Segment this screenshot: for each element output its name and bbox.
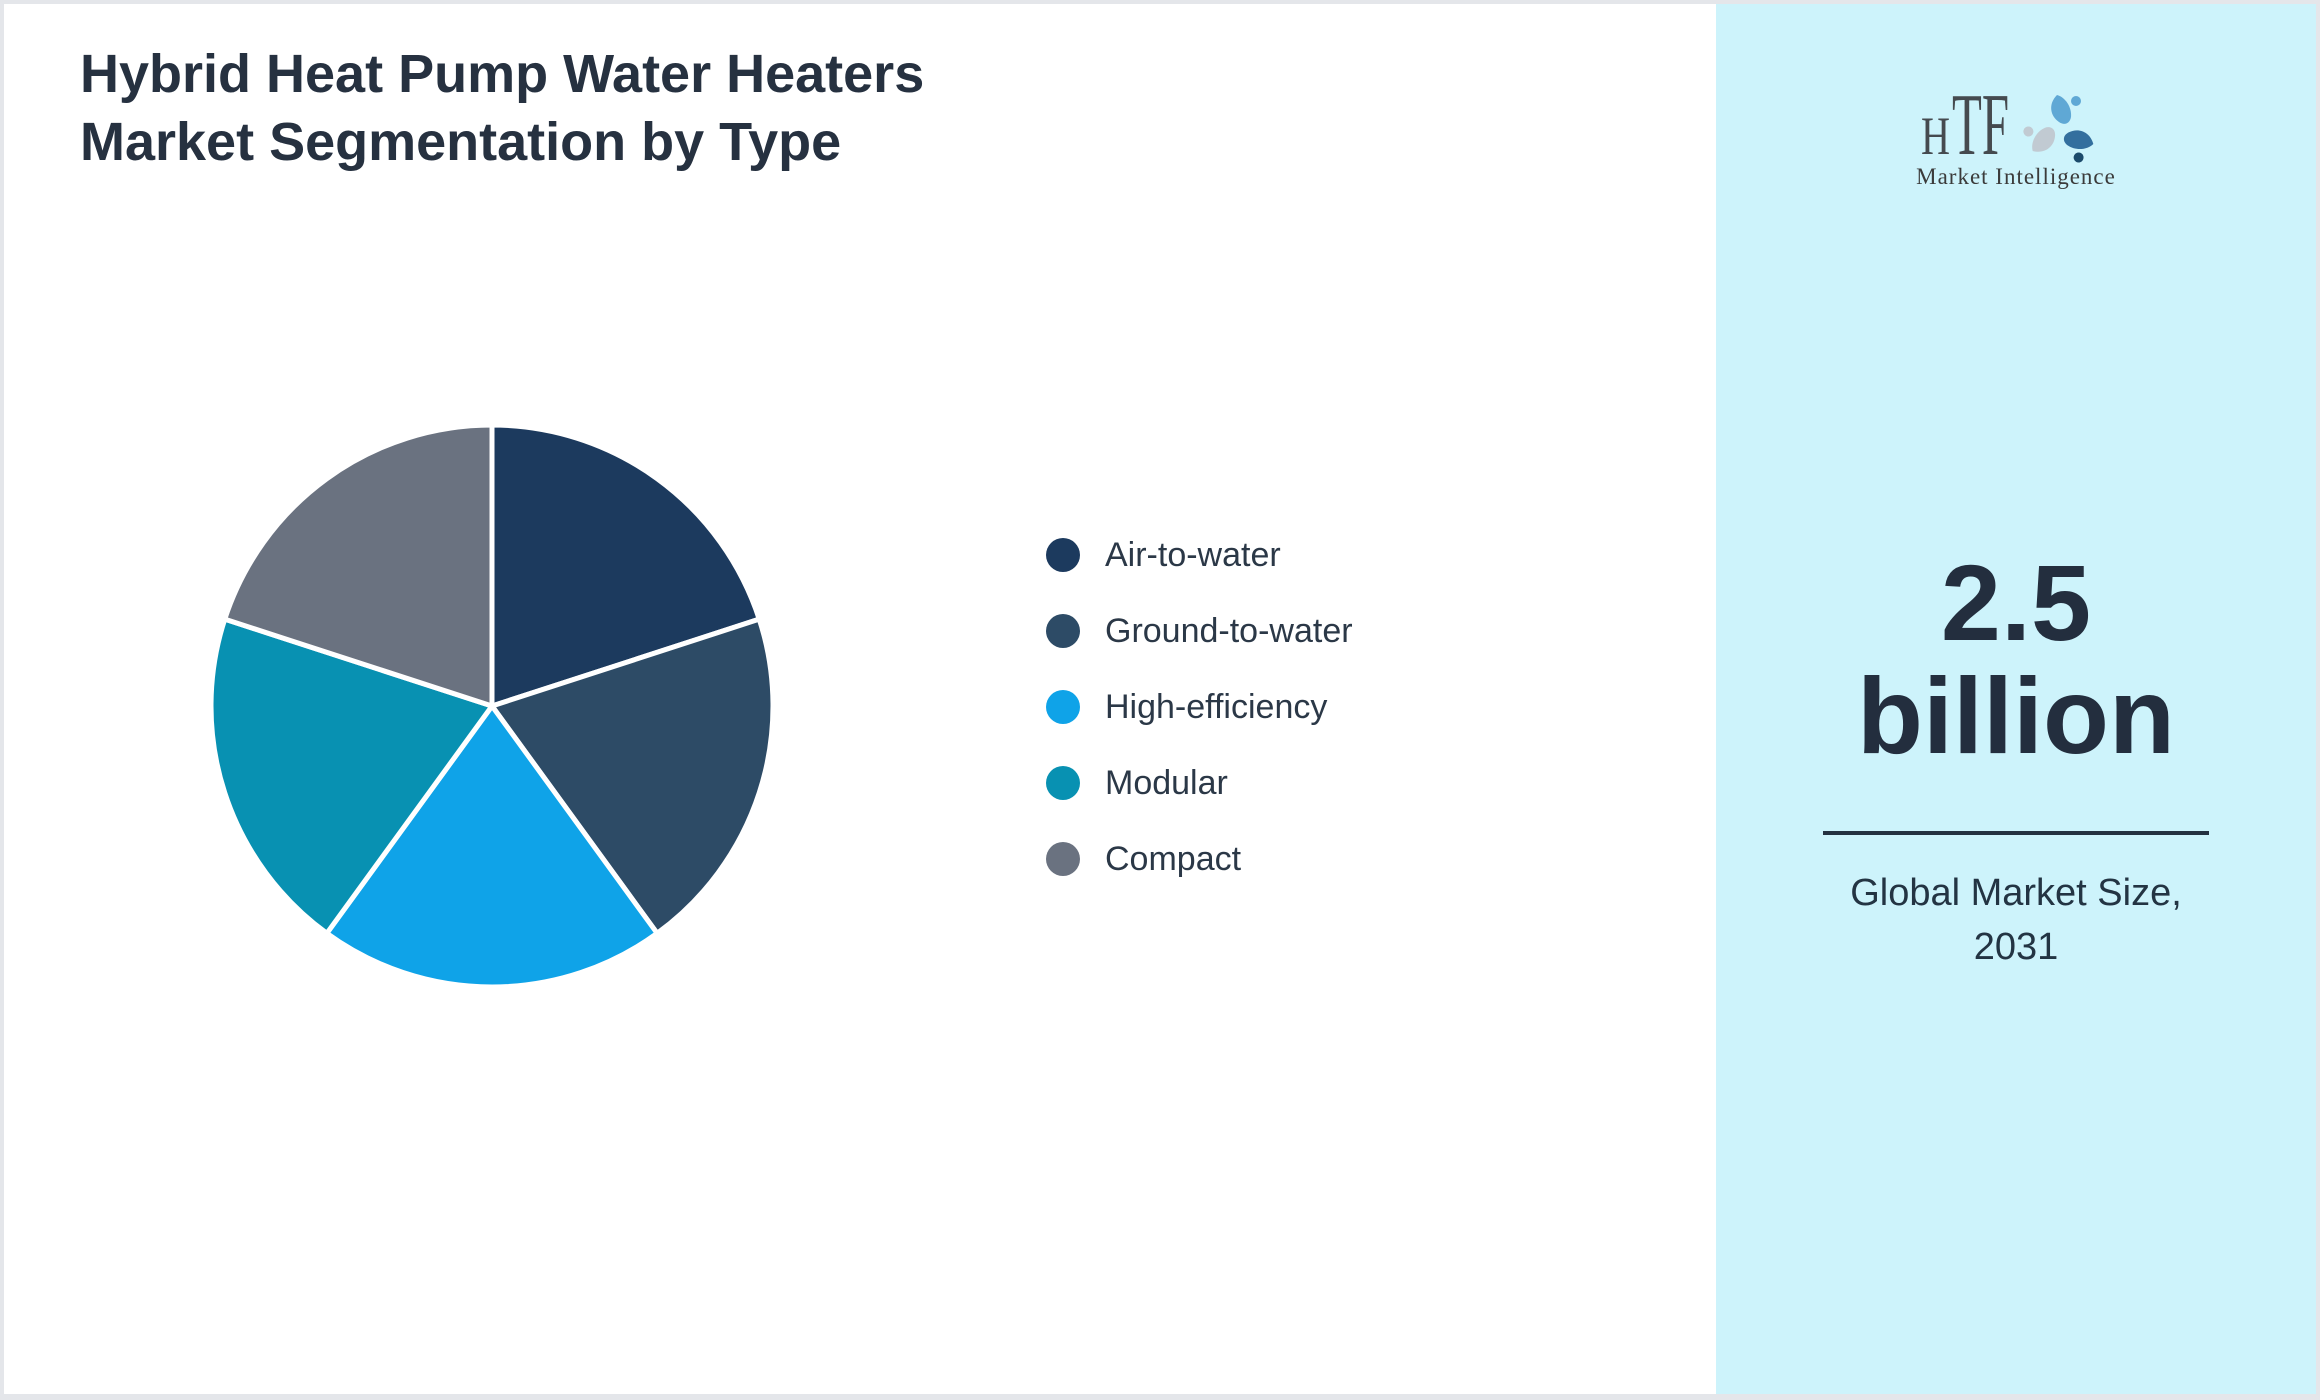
page-title-line-2: Market Segmentation by Type [80, 112, 842, 172]
market-size-label-line-1: Global Market Size, [1850, 872, 2182, 914]
htf-logo-text-tf: TF [1952, 94, 2009, 174]
legend-color-dot [1046, 842, 1080, 876]
pie-slice-modular [208, 616, 495, 936]
legend-color-dot [1046, 538, 1080, 572]
htf-logo-subtext: Market Intelligence [1916, 164, 2116, 189]
legend-color-dot [1046, 614, 1080, 648]
legend-color-dot [1046, 766, 1080, 800]
legend-item-label: Ground-to-water [1105, 611, 1353, 650]
pie-slice-air-to-water [489, 422, 762, 709]
legend-color-dot [1046, 690, 1080, 724]
pie-chart [202, 416, 782, 996]
market-size-label: Global Market Size, 2031 [1716, 866, 2316, 974]
sidebar: H TF Market Intel [1716, 4, 2316, 1394]
legend-item-label: High-efficiency [1105, 687, 1328, 726]
market-size-value-line-1: 2.5 [1940, 542, 2092, 663]
legend-item-ground-to-water: Ground-to-water [1046, 593, 1353, 669]
legend-item-high-efficiency: High-efficiency [1046, 669, 1353, 745]
dolphins-swirl-icon [2023, 95, 2094, 163]
legend-item-label: Modular [1105, 763, 1228, 802]
legend-item-label: Compact [1105, 839, 1242, 878]
market-size-value: 2.5 billion [1716, 546, 2316, 772]
pie-slice-ground-to-water [489, 616, 776, 936]
pie-slice-compact [222, 422, 495, 709]
legend-item-air-to-water: Air-to-water [1046, 517, 1353, 593]
pie-slice-high-efficiency [324, 703, 660, 990]
pie-chart-svg [208, 422, 776, 990]
page-title-line-1: Hybrid Heat Pump Water Heaters [80, 44, 925, 104]
htf-logo-graphic: H TF [1921, 94, 2094, 174]
legend-item-label: Air-to-water [1105, 535, 1281, 574]
stat-divider [1823, 831, 2209, 835]
legend-item-compact: Compact [1046, 821, 1353, 897]
htf-logo-text-h: H [1921, 106, 1950, 166]
page-title: Hybrid Heat Pump Water Heaters Market Se… [80, 40, 924, 176]
htf-logo: H TF Market Intel [1716, 94, 2316, 190]
chart-legend: Air-to-water Ground-to-water High-effici… [1046, 517, 1353, 897]
market-size-value-line-2: billion [1857, 655, 2175, 776]
legend-item-modular: Modular [1046, 745, 1353, 821]
market-size-label-line-2: 2031 [1973, 926, 2059, 968]
